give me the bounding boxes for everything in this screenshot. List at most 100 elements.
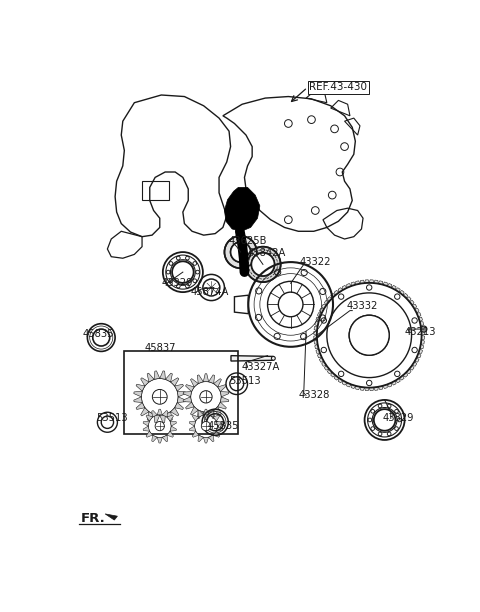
Polygon shape xyxy=(399,290,404,295)
Polygon shape xyxy=(143,426,149,431)
Polygon shape xyxy=(415,357,419,362)
Text: 45835: 45835 xyxy=(83,329,114,338)
Polygon shape xyxy=(314,326,318,330)
Polygon shape xyxy=(412,304,417,309)
Polygon shape xyxy=(175,403,183,409)
Polygon shape xyxy=(317,313,322,318)
Polygon shape xyxy=(146,415,153,421)
Circle shape xyxy=(421,326,427,332)
Polygon shape xyxy=(342,381,347,385)
Polygon shape xyxy=(170,378,179,386)
Polygon shape xyxy=(105,514,118,520)
Polygon shape xyxy=(170,426,177,431)
Polygon shape xyxy=(154,414,160,423)
Polygon shape xyxy=(421,340,424,345)
Polygon shape xyxy=(338,378,343,382)
Polygon shape xyxy=(160,414,166,423)
Circle shape xyxy=(200,390,212,403)
Text: 43213: 43213 xyxy=(405,327,436,337)
Text: 43327A: 43327A xyxy=(241,362,280,372)
Polygon shape xyxy=(167,431,173,437)
Polygon shape xyxy=(378,281,383,285)
Polygon shape xyxy=(216,421,223,426)
Polygon shape xyxy=(147,373,154,382)
Polygon shape xyxy=(334,290,339,295)
Polygon shape xyxy=(136,403,145,409)
Polygon shape xyxy=(421,335,425,340)
Polygon shape xyxy=(216,426,223,431)
Polygon shape xyxy=(399,375,404,380)
Polygon shape xyxy=(421,326,424,330)
Polygon shape xyxy=(154,371,160,379)
Polygon shape xyxy=(225,187,260,231)
Text: 43322: 43322 xyxy=(300,257,331,267)
Polygon shape xyxy=(314,330,317,335)
Polygon shape xyxy=(417,353,421,358)
Polygon shape xyxy=(204,374,209,382)
Polygon shape xyxy=(412,362,417,366)
Polygon shape xyxy=(147,412,154,420)
Polygon shape xyxy=(170,408,179,416)
Polygon shape xyxy=(162,435,168,442)
Polygon shape xyxy=(387,283,392,288)
Polygon shape xyxy=(183,392,192,397)
Polygon shape xyxy=(152,435,157,442)
Polygon shape xyxy=(204,412,209,420)
Polygon shape xyxy=(324,365,329,370)
Polygon shape xyxy=(316,349,320,353)
Circle shape xyxy=(230,242,251,262)
Circle shape xyxy=(201,422,211,431)
Polygon shape xyxy=(403,372,408,377)
Polygon shape xyxy=(315,322,319,326)
Polygon shape xyxy=(365,280,369,283)
Polygon shape xyxy=(213,415,220,421)
Polygon shape xyxy=(220,392,229,397)
Polygon shape xyxy=(420,345,424,349)
Polygon shape xyxy=(134,397,142,403)
Polygon shape xyxy=(218,402,227,409)
Polygon shape xyxy=(162,411,168,417)
Polygon shape xyxy=(403,293,408,298)
Circle shape xyxy=(271,356,275,360)
Polygon shape xyxy=(314,335,317,340)
Polygon shape xyxy=(152,411,157,417)
Polygon shape xyxy=(374,280,378,284)
Polygon shape xyxy=(166,412,172,420)
Polygon shape xyxy=(209,375,215,384)
Polygon shape xyxy=(143,421,149,426)
Polygon shape xyxy=(342,285,347,290)
Polygon shape xyxy=(218,384,227,392)
Polygon shape xyxy=(360,280,365,284)
Text: 43328: 43328 xyxy=(299,390,330,400)
Polygon shape xyxy=(186,384,194,392)
Text: 43329: 43329 xyxy=(161,278,193,288)
Text: FR.: FR. xyxy=(81,512,105,525)
Polygon shape xyxy=(415,308,419,313)
Polygon shape xyxy=(146,431,153,437)
Polygon shape xyxy=(420,322,424,326)
Polygon shape xyxy=(356,281,360,285)
Polygon shape xyxy=(396,378,400,382)
Polygon shape xyxy=(192,431,199,437)
Polygon shape xyxy=(166,373,172,382)
Polygon shape xyxy=(214,407,221,415)
Polygon shape xyxy=(417,313,421,318)
Polygon shape xyxy=(177,397,186,403)
Polygon shape xyxy=(175,384,183,391)
Polygon shape xyxy=(406,369,411,374)
Polygon shape xyxy=(331,293,336,298)
Polygon shape xyxy=(360,387,365,390)
Polygon shape xyxy=(406,297,411,302)
Text: 53513: 53513 xyxy=(96,413,128,424)
Polygon shape xyxy=(351,282,356,286)
Polygon shape xyxy=(204,409,208,415)
Polygon shape xyxy=(369,387,374,390)
Polygon shape xyxy=(167,415,173,421)
Text: 43329: 43329 xyxy=(383,413,415,424)
Polygon shape xyxy=(192,415,199,421)
Polygon shape xyxy=(331,372,336,377)
Polygon shape xyxy=(208,435,214,442)
Polygon shape xyxy=(369,280,374,283)
Polygon shape xyxy=(338,288,343,293)
Polygon shape xyxy=(231,356,273,361)
